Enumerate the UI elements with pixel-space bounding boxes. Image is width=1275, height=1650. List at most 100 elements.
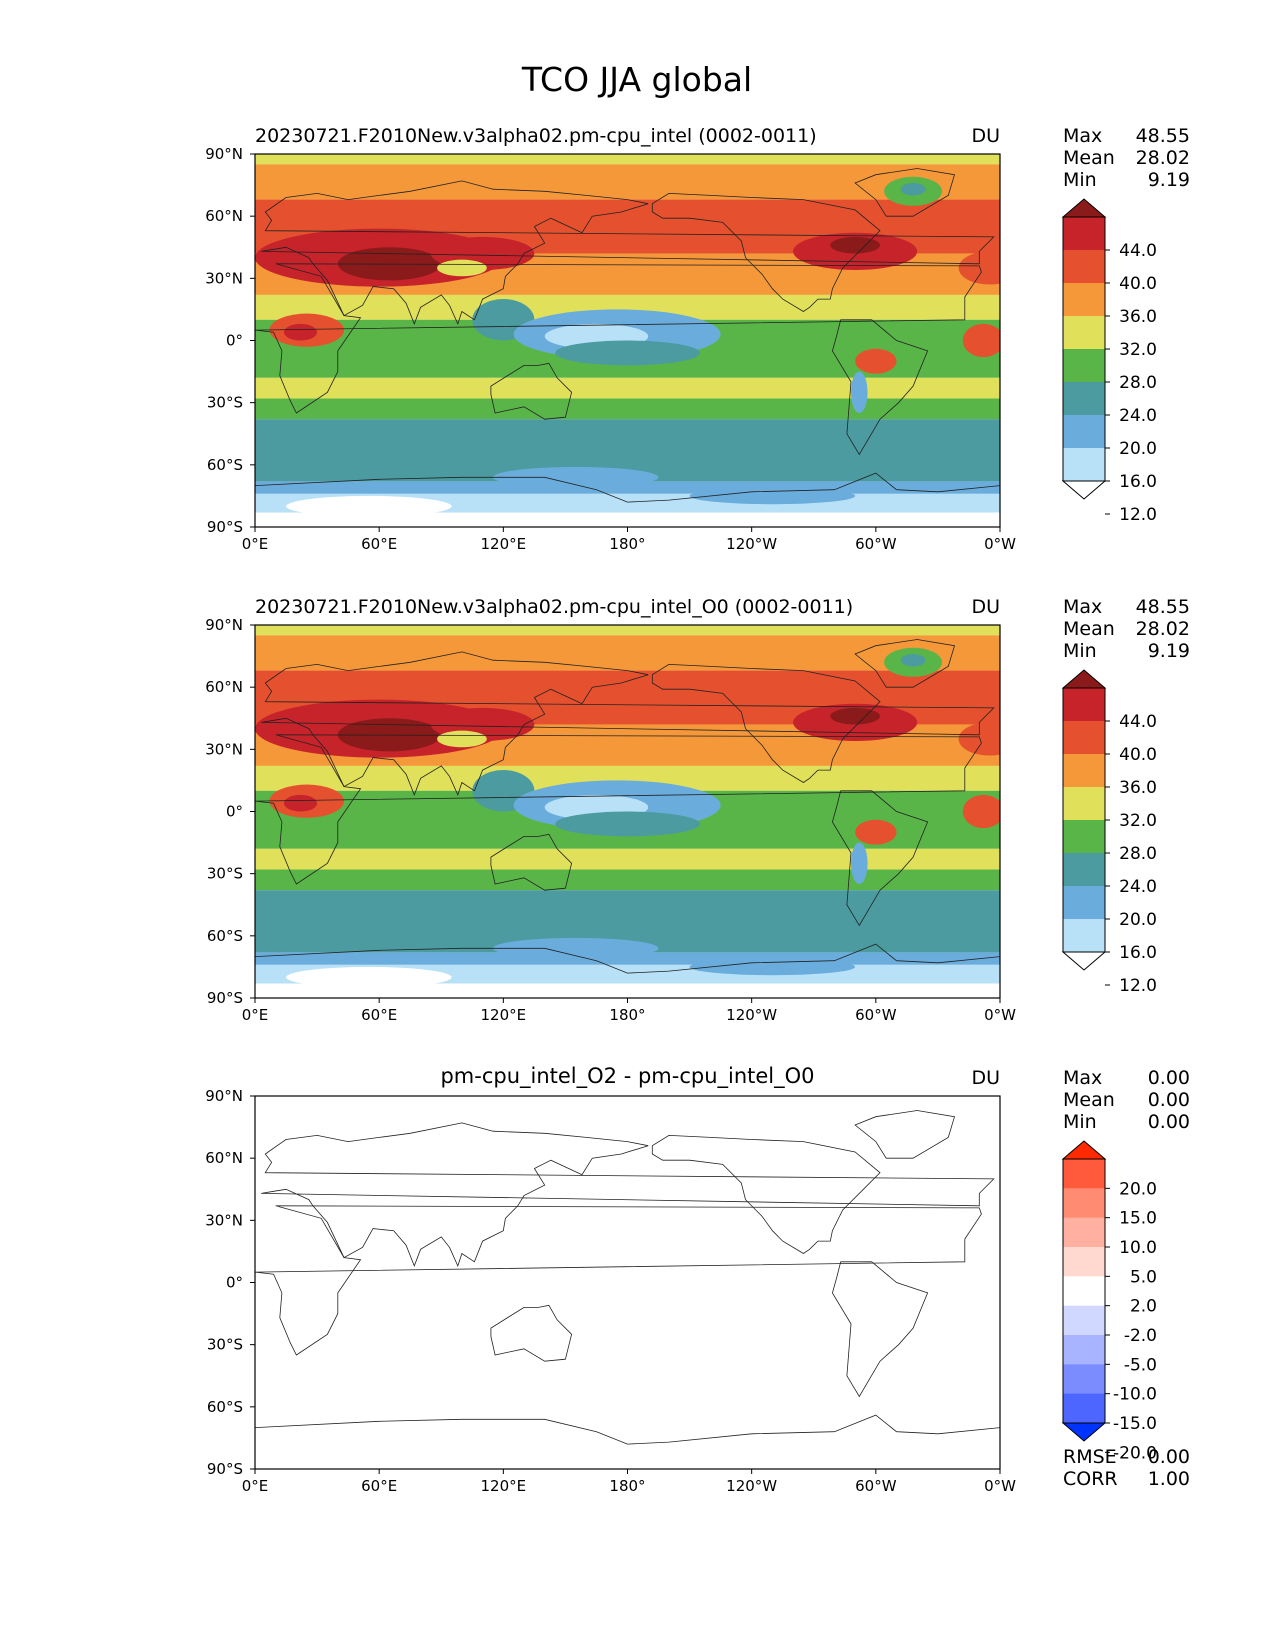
coastline <box>255 1414 1000 1469</box>
stat-value: 48.55 <box>1136 596 1190 618</box>
y-tick-label: 90°S <box>207 989 243 1007</box>
y-tick-label: 90°N <box>205 1087 243 1105</box>
colorbar-segment <box>1063 919 1105 953</box>
stat-value: 28.02 <box>1136 618 1190 640</box>
colorbar-tick-label: 44.0 <box>1119 712 1157 732</box>
x-tick-label: 60°W <box>855 535 897 553</box>
y-tick-label: 90°S <box>207 518 243 536</box>
coastline <box>255 472 1000 527</box>
contour-blob <box>286 495 452 517</box>
colorbar-segment <box>1063 316 1105 350</box>
contour-band <box>255 635 1000 671</box>
contour-blob <box>555 340 700 366</box>
contour-blob <box>830 236 880 254</box>
y-tick-label: 90°N <box>205 616 243 634</box>
contour-blob <box>283 323 318 341</box>
x-tick-label: 120°W <box>726 1477 777 1495</box>
contour-band <box>255 848 1000 870</box>
contour-blob <box>900 183 926 196</box>
x-tick-label: 0°E <box>242 1477 269 1495</box>
stat-label: Max <box>1063 1067 1102 1089</box>
diff-stat-label: CORR <box>1063 1468 1118 1490</box>
colorbar-segment <box>1063 1335 1105 1365</box>
stat-value: 0.00 <box>1148 1111 1190 1133</box>
stat-value: 48.55 <box>1136 125 1190 147</box>
colorbar-segment <box>1063 1159 1105 1189</box>
colorbar-tick-label: -20.0 <box>1113 1443 1157 1463</box>
stat-label: Min <box>1063 1111 1097 1133</box>
colorbar: 44.0 40.0 36.0 32.0 28.0 24.0 20.0 16.0 12.0 <box>1061 669 1157 996</box>
colorbar-tick-label: -10.0 <box>1113 1385 1157 1405</box>
contour-band <box>255 983 1000 998</box>
colorbar-segment <box>1063 1247 1105 1277</box>
contour-blob <box>283 794 318 812</box>
field-layer <box>255 625 1000 998</box>
colorbar-tick-label: 12.0 <box>1119 976 1157 996</box>
contour-band <box>255 164 1000 200</box>
coastline <box>854 168 956 217</box>
colorbar-top-arrow <box>1061 1140 1107 1160</box>
x-tick-label: 120°W <box>726 1006 777 1024</box>
colorbar-tick-label: 44.0 <box>1119 241 1157 261</box>
diff-stat-label: RMSE <box>1063 1446 1117 1468</box>
x-tick-label: 180° <box>609 1006 645 1024</box>
y-tick-label: 30°N <box>205 1211 243 1229</box>
colorbar-segment <box>1063 415 1105 449</box>
coastline <box>651 192 881 312</box>
units-label: DU <box>971 1067 1000 1089</box>
y-tick-label: 0° <box>226 1274 243 1292</box>
x-tick-label: 60°E <box>361 535 397 553</box>
colorbar-segment <box>1063 283 1105 317</box>
coastline <box>831 319 929 456</box>
field-layer <box>255 154 1000 527</box>
colorbar-tick-label: -5.0 <box>1124 1355 1157 1375</box>
colorbar-segment <box>1063 448 1105 482</box>
y-tick-label: 60°N <box>205 207 243 225</box>
coastline <box>854 1110 956 1159</box>
colorbar-segment <box>1063 820 1105 854</box>
x-tick-label: 120°E <box>481 535 527 553</box>
stat-value: 28.02 <box>1136 147 1190 169</box>
colorbar-segment <box>1063 1188 1105 1219</box>
contour-blob <box>286 966 452 988</box>
coastline <box>255 263 982 414</box>
colorbar-tick-label: 15.0 <box>1119 1209 1157 1229</box>
coastline <box>651 663 881 783</box>
coastline <box>490 362 573 420</box>
stat-label: Max <box>1063 125 1102 147</box>
contour-blob <box>689 958 856 976</box>
contour-blob <box>830 707 880 725</box>
colorbar-top-arrow <box>1061 669 1107 689</box>
colorbar-tick-label: 5.0 <box>1130 1267 1157 1287</box>
x-tick-label: 60°E <box>361 1477 397 1495</box>
contour-band <box>255 377 1000 399</box>
y-tick-label: 30°S <box>207 394 243 412</box>
x-tick-label: 0°W <box>984 535 1016 553</box>
x-tick-label: 0°W <box>984 1477 1016 1495</box>
colorbar-segment <box>1063 853 1105 887</box>
y-tick-label: 30°S <box>207 1336 243 1354</box>
colorbar-tick-label: 24.0 <box>1119 406 1157 426</box>
stat-label: Min <box>1063 640 1097 662</box>
x-tick-label: 120°W <box>726 535 777 553</box>
contour-blob <box>689 487 856 505</box>
colorbar-segment <box>1063 886 1105 920</box>
coastline <box>854 639 956 688</box>
x-tick-label: 0°E <box>242 1006 269 1024</box>
colorbar-top-arrow <box>1061 198 1107 218</box>
contour-blob <box>958 251 1000 285</box>
colorbar-segment <box>1063 1305 1105 1336</box>
contour-band <box>255 869 1000 891</box>
x-tick-label: 0°W <box>984 1006 1016 1024</box>
stat-value: 9.19 <box>1148 169 1190 191</box>
coastline <box>255 1205 982 1356</box>
y-tick-label: 30°N <box>205 269 243 287</box>
colorbar-tick-label: -2.0 <box>1124 1326 1157 1346</box>
y-tick-label: 90°S <box>207 1460 243 1478</box>
contour-blob <box>851 842 868 885</box>
coastline <box>261 1122 995 1268</box>
colorbar-segment <box>1063 721 1105 755</box>
coastline <box>831 1261 929 1398</box>
y-tick-label: 60°S <box>207 1398 243 1416</box>
colorbar-bottom-arrow <box>1061 480 1107 500</box>
